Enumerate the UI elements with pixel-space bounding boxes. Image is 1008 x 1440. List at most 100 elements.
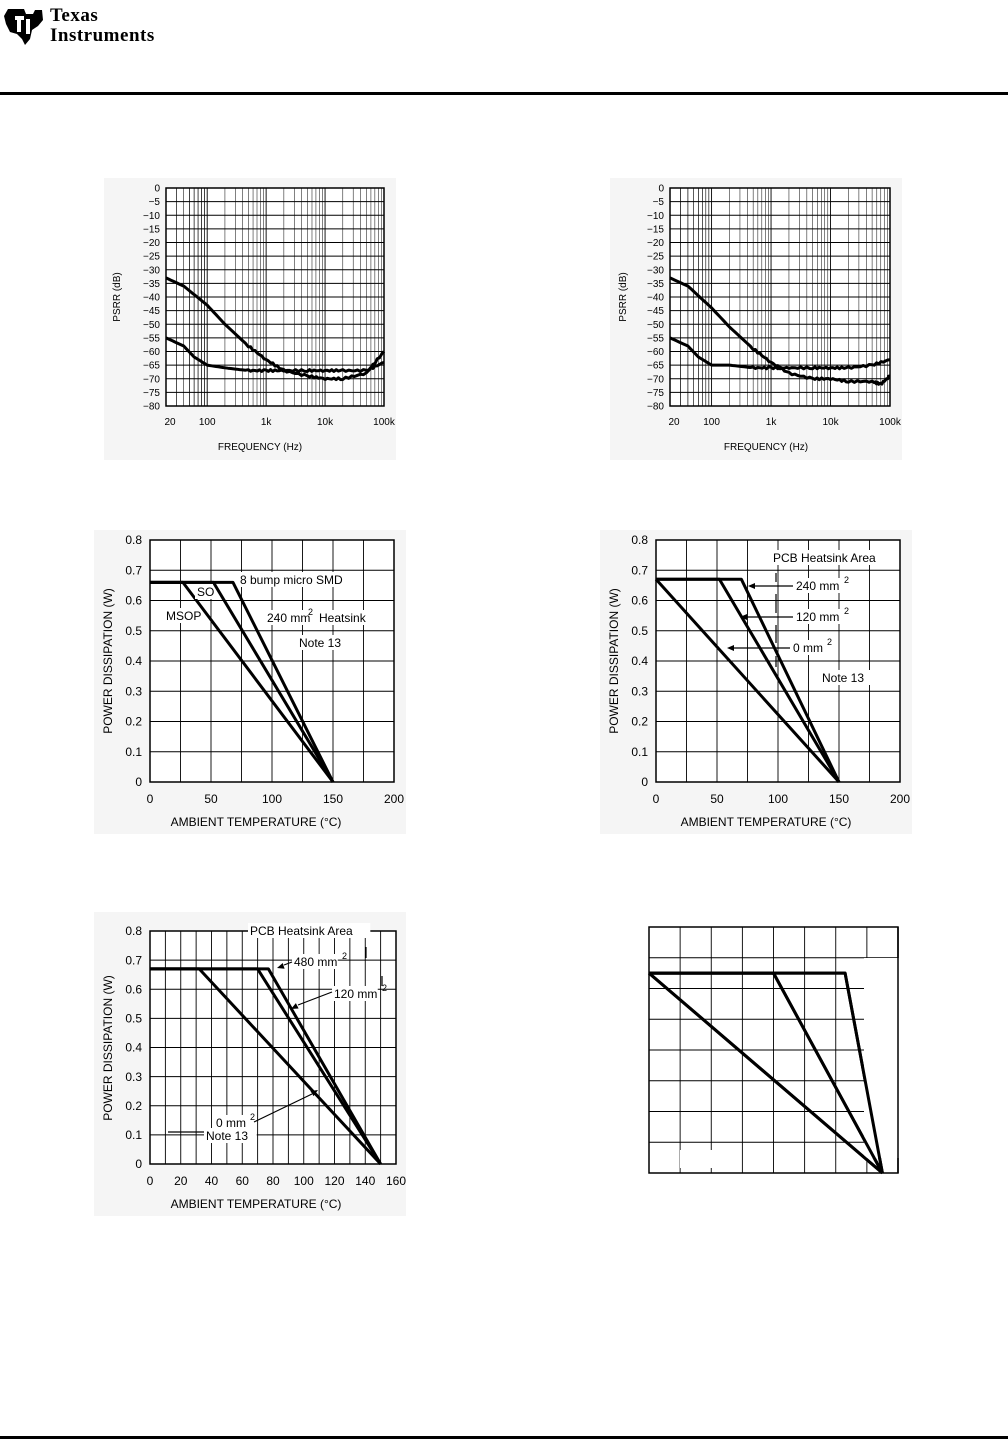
psrr-chart-1: 0 −5 −10 −15 −20 −25 −30 −35 −40 −45 −50 −55 −60 −65 −…	[104, 178, 396, 460]
y-tick-label: −20	[647, 238, 664, 249]
y-tick-label: −65	[647, 361, 664, 372]
label-pcb-heatsink-area: PCB Heatsink Area	[250, 924, 353, 938]
superscript-2: 2	[844, 606, 849, 616]
y-tick-label: −55	[647, 333, 664, 344]
x-axis-label: AMBIENT TEMPERATURE (°C)	[171, 1197, 342, 1211]
y-tick-label: −70	[143, 374, 160, 385]
power-derating-chart-1: 0 0.1 0.2 0.3 0.4 0.5 0.6 0.7 0.8 0 50 100 150 200 AMB…	[94, 530, 406, 834]
x-tick-label: 150	[829, 792, 849, 806]
superscript-2: 2	[342, 951, 347, 961]
y-tick-label: −30	[647, 265, 664, 276]
label-bg	[332, 986, 378, 1001]
label-bg	[214, 1115, 246, 1130]
y-tick-label: 0.4	[125, 1041, 142, 1055]
series-line-3	[654, 578, 841, 784]
mask-bottom-left	[680, 1150, 714, 1168]
x-tick-label: 40	[205, 1174, 219, 1188]
series-line-3	[150, 580, 335, 783]
y-tick-label: −20	[143, 238, 160, 249]
x-tick-label: 20	[174, 1174, 188, 1188]
label-bg	[820, 670, 873, 685]
x-tick-label: 160	[386, 1174, 406, 1188]
x-tick-label: 140	[355, 1174, 375, 1188]
x-tick-label: 50	[710, 792, 724, 806]
x-tick-label: 200	[384, 792, 404, 806]
label-pcb-heatsink-area: PCB Heatsink Area	[773, 551, 876, 565]
label-bg	[248, 923, 371, 938]
y-tick-label: −5	[149, 197, 161, 208]
label-note-13: Note 13	[299, 636, 341, 650]
x-tick-label: 100	[294, 1174, 314, 1188]
y-tick-label: −80	[647, 402, 664, 413]
brand-line-2: Instruments	[50, 25, 155, 46]
y-tick-label: 0.6	[631, 594, 648, 608]
ti-state-logo-icon	[4, 9, 43, 45]
x-tick-label: 100	[262, 792, 282, 806]
mask-right-edge	[864, 958, 900, 1158]
y-tick-label: −55	[143, 333, 160, 344]
y-tick-label: 0.5	[631, 624, 648, 638]
x-axis-label: AMBIENT TEMPERATURE (°C)	[681, 815, 852, 829]
y-tick-label: −5	[653, 197, 665, 208]
y-axis-label: PSRR (dB)	[618, 272, 629, 321]
y-tick-label: 0.3	[125, 1070, 142, 1084]
y-axis-label: POWER DISSIPATION (W)	[101, 588, 115, 734]
psrr-chart-2: 0 −5 −10 −15 −20 −25 −30 −35 −40 −45 −50 −55 −60 −65 −…	[610, 178, 902, 460]
x-axis-label: AMBIENT TEMPERATURE (°C)	[171, 815, 342, 829]
y-tick-label: 0	[135, 1157, 142, 1171]
y-tick-label: 0.2	[125, 1099, 142, 1113]
label-bg	[195, 584, 213, 599]
x-tick-label: 120	[324, 1174, 344, 1188]
label-0-mm2: 0 mm	[216, 1116, 246, 1130]
y-tick-label: 0.2	[125, 715, 142, 729]
label-8-bump-micro-smd: 8 bump micro SMD	[240, 573, 343, 587]
label-bg	[317, 610, 377, 625]
y-tick-label: −15	[143, 224, 160, 235]
label-bg	[164, 608, 196, 623]
y-tick-label: −35	[143, 279, 160, 290]
y-tick-label: 0	[641, 775, 648, 789]
y-axis-label: PSRR (dB)	[112, 272, 123, 321]
x-tick-label: 80	[266, 1174, 280, 1188]
label-bg	[238, 572, 354, 587]
label-msop: MSOP	[166, 609, 201, 623]
x-tick-label: 10k	[822, 417, 839, 428]
superscript-2: 2	[308, 607, 313, 617]
x-tick-label: 10k	[317, 417, 334, 428]
y-tick-label: 0.8	[125, 924, 142, 938]
label-note-13: Note 13	[206, 1129, 248, 1143]
series-line-overlay-3	[649, 971, 884, 1174]
ti-logo: Texas Instruments	[2, 4, 192, 48]
brand-line-1: Texas	[50, 5, 99, 26]
y-tick-label: −10	[143, 211, 160, 222]
label-0-mm2: 0 mm	[793, 641, 823, 655]
x-tick-label: 0	[653, 792, 660, 806]
y-tick-label: −65	[143, 361, 160, 372]
label-bg	[265, 610, 311, 625]
y-tick-label: 0.5	[125, 624, 142, 638]
y-tick-label: 0.7	[125, 563, 142, 577]
footer-rule	[0, 1436, 1008, 1439]
y-tick-label: −45	[143, 306, 160, 317]
series-line-2	[165, 336, 385, 373]
header-rule	[0, 92, 1008, 95]
y-tick-label: −60	[647, 347, 664, 358]
grid	[649, 927, 898, 1173]
power-derating-chart-2: 0 0.1 0.2 0.3 0.4 0.5 0.6 0.7 0.8 0 50 100 150 200 AMB…	[600, 530, 912, 834]
x-tick-label: 100	[703, 417, 720, 428]
series-line-2	[669, 336, 891, 371]
label-bg	[297, 635, 350, 650]
y-tick-label: 0	[135, 775, 142, 789]
y-tick-label: −50	[647, 320, 664, 331]
axes-frame	[149, 539, 395, 783]
y-tick-label: −15	[647, 224, 664, 235]
x-tick-label: 200	[890, 792, 910, 806]
y-tick-label: 0.1	[125, 1128, 142, 1142]
arrowhead-0	[310, 1090, 318, 1097]
y-tick-label: −40	[143, 293, 160, 304]
label-480-mm2: 480 mm	[294, 955, 337, 969]
series-line-2	[656, 577, 841, 783]
y-tick-label: −25	[143, 252, 160, 263]
x-tick-label: 50	[204, 792, 218, 806]
y-tick-label: −45	[647, 306, 664, 317]
